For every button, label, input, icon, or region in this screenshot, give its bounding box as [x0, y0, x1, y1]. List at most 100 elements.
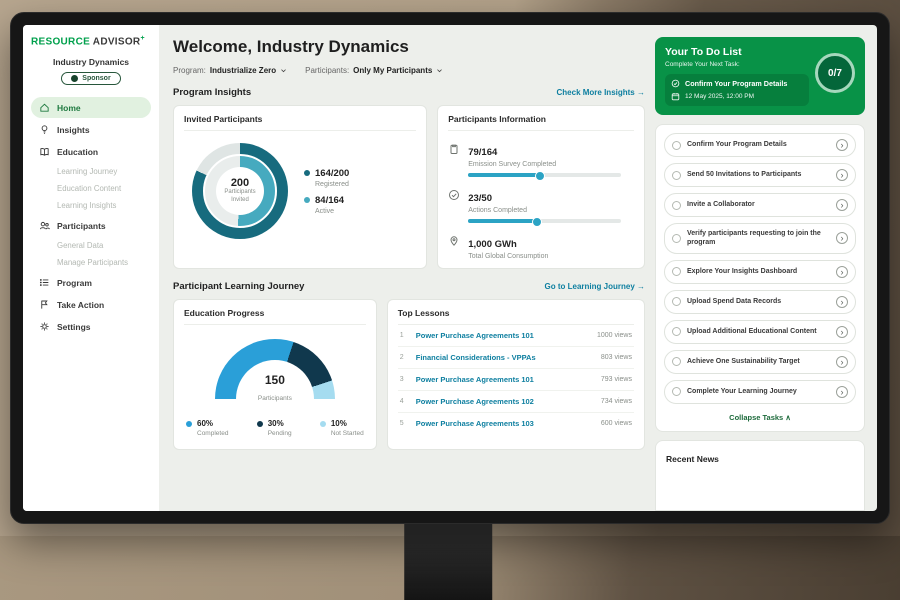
task-row[interactable]: Explore Your Insights Dashboard ›	[664, 259, 856, 284]
chevron-right-icon[interactable]: ›	[836, 355, 848, 368]
legend-registered: 164/200 Registered	[304, 168, 349, 188]
due-date: 12 May 2025, 12:00 PM	[685, 93, 755, 100]
sidebar: RESOURCE ADVISOR+ Industry Dynamics Spon…	[23, 25, 159, 511]
task-row[interactable]: Upload Additional Educational Content ›	[664, 319, 856, 344]
chevron-up-icon: ∧	[785, 412, 791, 422]
top-lessons-card: Top Lessons 1 Power Purchase Agreements …	[386, 299, 645, 450]
task-radio[interactable]	[672, 327, 681, 337]
chevron-right-icon[interactable]: ›	[836, 232, 848, 245]
sidebar-item-education[interactable]: Education	[31, 141, 151, 162]
legend-dot	[304, 197, 310, 203]
task-radio[interactable]	[672, 233, 681, 243]
task-row[interactable]: Send 50 Invitations to Participants ›	[664, 163, 856, 187]
sidebar-nav: Home Insights Education Learning Journey…	[31, 97, 151, 337]
chevron-right-icon[interactable]: ›	[836, 199, 848, 211]
sidebar-item-insights[interactable]: Insights	[31, 119, 151, 140]
sidebar-item-home[interactable]: Home	[31, 97, 151, 119]
task-row[interactable]: Invite a Collaborator ›	[664, 193, 856, 217]
task-radio[interactable]	[672, 297, 681, 307]
gauge-center-value: 150	[264, 373, 285, 387]
lesson-row[interactable]: 4 Power Purchase Agreements 102 734 view…	[397, 391, 634, 413]
sponsor-badge[interactable]: Sponsor	[61, 72, 121, 86]
sidebar-item-participants[interactable]: Participants	[31, 215, 151, 236]
task-radio[interactable]	[672, 200, 681, 210]
task-radio[interactable]	[672, 140, 681, 150]
location-pin-icon	[450, 236, 458, 246]
collapse-tasks-link[interactable]: Collapse Tasks ∧	[729, 412, 791, 422]
program-select[interactable]: Program: Industrialize Zero	[173, 66, 287, 75]
sidebar-item-learning-journey[interactable]: Learning Journey	[57, 167, 118, 177]
participants-icon	[40, 222, 50, 230]
todo-title: Your To Do List	[665, 46, 742, 58]
logo-plus: +	[140, 35, 145, 42]
logo-resource: RESOURCE	[31, 36, 91, 48]
task-radio[interactable]	[672, 267, 681, 277]
gauge-center-label: Participants	[257, 395, 292, 402]
settings-gear-icon	[40, 322, 49, 331]
chevron-right-icon[interactable]: ›	[836, 169, 848, 181]
lesson-row[interactable]: 5 Power Purchase Agreements 103 600 view…	[399, 419, 632, 428]
insights-icon	[41, 125, 48, 135]
chevron-right-icon[interactable]: ›	[836, 295, 848, 308]
task-row[interactable]: Complete Your Learning Journey ›	[664, 379, 856, 404]
next-task-box[interactable]: Confirm Your Program Details 12 May 2025…	[665, 74, 809, 106]
education-progress-gauge-chart: 150 Participants	[214, 339, 335, 405]
sponsor-icon	[71, 75, 79, 83]
arrow-right-icon: →	[637, 88, 645, 97]
todo-subtitle: Complete Your Next Task:	[665, 61, 740, 68]
check-more-insights-link[interactable]: Check More Insights →	[556, 88, 645, 97]
education-icon	[40, 148, 49, 157]
task-radio[interactable]	[672, 357, 681, 367]
sponsor-label: Sponsor	[82, 75, 111, 83]
invited-participants-donut-chart: 200 Participants Invited	[192, 143, 288, 239]
recent-news-card: Recent News	[655, 439, 865, 511]
sidebar-item-learning-insights[interactable]: Learning Insights	[57, 201, 117, 211]
app-window: RESOURCE ADVISOR+ Industry Dynamics Spon…	[23, 25, 877, 511]
program-list-icon	[39, 279, 49, 287]
sidebar-item-program[interactable]: Program	[31, 272, 151, 293]
chevron-right-icon[interactable]: ›	[836, 385, 848, 398]
task-row[interactable]: Verify participants requesting to join t…	[664, 223, 856, 254]
sidebar-item-take-action[interactable]: Take Action	[31, 294, 151, 315]
participants-select[interactable]: Participants: Only My Participants	[305, 66, 443, 75]
invited-participants-card: Invited Participants 200 Participants In…	[173, 105, 428, 269]
go-to-learning-journey-link[interactable]: Go to Learning Journey →	[544, 282, 645, 291]
chevron-down-icon	[280, 67, 287, 74]
page-title: Welcome, Industry Dynamics	[173, 37, 409, 56]
todo-summary-card: Your To Do List Complete Your Next Task:…	[655, 37, 865, 115]
chevron-right-icon[interactable]: ›	[836, 139, 848, 151]
chevron-right-icon[interactable]: ›	[836, 265, 848, 278]
lesson-row[interactable]: 2 Financial Considerations - VPPAs 803 v…	[397, 347, 634, 369]
section-title: Program Insights	[173, 87, 252, 98]
progress-bar	[468, 171, 621, 181]
card-title: Invited Participants	[184, 114, 417, 131]
monitor-stand	[404, 520, 493, 600]
education-progress-card: Education Progress 150 Participants	[173, 299, 377, 450]
sidebar-item-settings[interactable]: Settings	[31, 316, 151, 337]
legend-dot	[304, 170, 310, 176]
stat-emission-survey: 79/164 Emission Survey Completed	[448, 142, 634, 181]
legend-active: 84/164 Active	[304, 195, 349, 215]
sidebar-item-general-data[interactable]: General Data	[57, 241, 104, 251]
stat-actions-completed: 23/50 Actions Completed	[448, 188, 634, 227]
lesson-row[interactable]: 3 Power Purchase Agreements 101 793 view…	[397, 369, 634, 391]
legend-dot	[256, 420, 263, 427]
arrow-right-icon: →	[637, 282, 645, 291]
todo-panel: Your To Do List Complete Your Next Task:…	[655, 37, 865, 511]
task-radio[interactable]	[672, 387, 681, 397]
task-row[interactable]: Upload Spend Data Records ›	[664, 289, 856, 314]
participants-information-card: Participants Information 79/164 Emission…	[437, 105, 645, 269]
check-circle-icon	[671, 79, 680, 88]
task-row[interactable]: Confirm Your Program Details ›	[664, 133, 856, 157]
lesson-row[interactable]: 1 Power Purchase Agreements 101 1000 vie…	[397, 325, 634, 347]
take-action-icon	[41, 300, 48, 309]
home-icon	[40, 103, 49, 112]
card-title: Top Lessons	[397, 308, 634, 325]
sidebar-item-education-content[interactable]: Education Content	[57, 184, 122, 194]
task-radio[interactable]	[672, 170, 681, 180]
task-row[interactable]: Achieve One Sustainability Target ›	[664, 349, 856, 374]
filters-row: Program: Industrialize Zero Participants…	[173, 66, 645, 75]
chevron-right-icon[interactable]: ›	[836, 325, 848, 338]
sidebar-item-manage-participants[interactable]: Manage Participants	[57, 258, 129, 268]
